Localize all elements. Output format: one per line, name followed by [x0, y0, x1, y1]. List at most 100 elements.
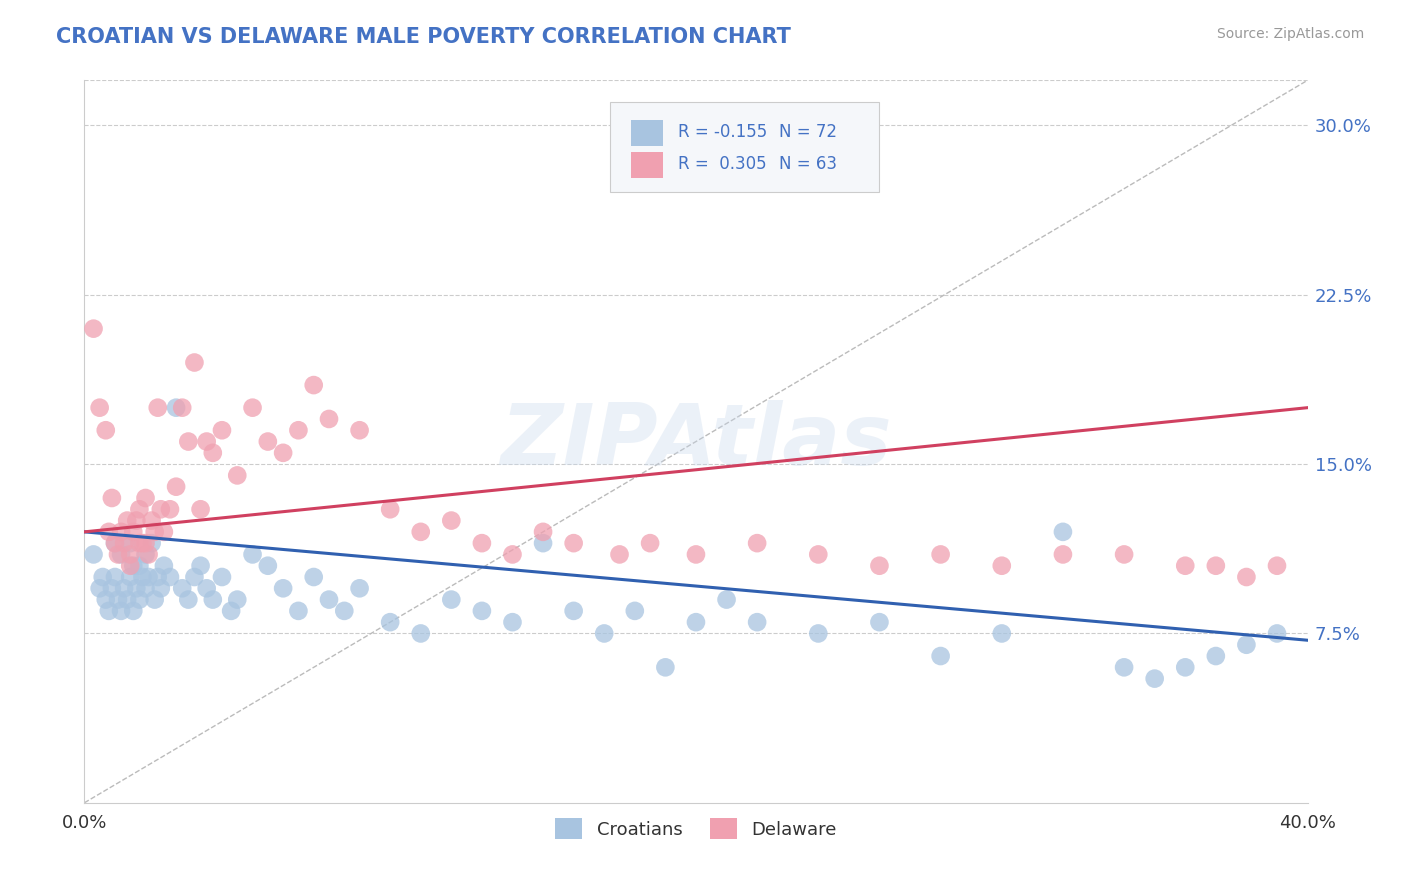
Point — [991, 558, 1014, 573]
Point — [195, 434, 218, 449]
Point — [685, 548, 707, 562]
Point — [287, 423, 309, 437]
Point — [122, 558, 145, 573]
Point — [380, 615, 402, 630]
Point — [609, 548, 631, 562]
Point — [107, 592, 129, 607]
Point — [172, 582, 194, 596]
Point — [128, 592, 150, 607]
Point — [257, 558, 280, 573]
Point — [929, 648, 952, 663]
Point — [110, 548, 132, 562]
Point — [747, 615, 769, 630]
FancyBboxPatch shape — [610, 102, 880, 193]
Point — [120, 558, 142, 573]
Point — [195, 582, 218, 596]
Point — [146, 570, 169, 584]
Point — [226, 592, 249, 607]
Point — [94, 423, 117, 437]
Point — [104, 536, 127, 550]
Point — [1143, 672, 1166, 686]
Point — [380, 502, 402, 516]
Point — [146, 401, 169, 415]
Point — [135, 548, 157, 562]
Point — [172, 401, 194, 415]
Point — [89, 401, 111, 415]
Point — [409, 626, 432, 640]
Point — [177, 434, 200, 449]
Point — [125, 514, 148, 528]
Point — [807, 626, 830, 640]
Point — [101, 582, 124, 596]
Legend: Croatians, Delaware: Croatians, Delaware — [547, 809, 845, 848]
Point — [349, 423, 371, 437]
Point — [1236, 638, 1258, 652]
Point — [1052, 524, 1074, 539]
Point — [122, 604, 145, 618]
Point — [165, 480, 187, 494]
Point — [83, 321, 105, 335]
Point — [131, 570, 153, 584]
Point — [94, 592, 117, 607]
Point — [807, 548, 830, 562]
Point — [153, 558, 176, 573]
Point — [318, 592, 340, 607]
Point — [141, 536, 163, 550]
Point — [531, 536, 554, 550]
Point — [747, 536, 769, 550]
Point — [271, 446, 294, 460]
Point — [201, 446, 224, 460]
Point — [440, 592, 463, 607]
Point — [562, 536, 585, 550]
Point — [153, 524, 176, 539]
Point — [128, 558, 150, 573]
Point — [112, 582, 135, 596]
Point — [1174, 660, 1197, 674]
Point — [112, 536, 135, 550]
Point — [120, 570, 142, 584]
Point — [135, 536, 157, 550]
Point — [1265, 558, 1288, 573]
Point — [531, 524, 554, 539]
Point — [219, 604, 242, 618]
Point — [638, 536, 661, 550]
Point — [1114, 548, 1136, 562]
Point — [302, 570, 325, 584]
Point — [716, 592, 738, 607]
Point — [562, 604, 585, 618]
Point — [1265, 626, 1288, 640]
Point — [110, 524, 132, 539]
Point — [201, 592, 224, 607]
Point — [257, 434, 280, 449]
Point — [115, 514, 138, 528]
Point — [242, 548, 264, 562]
Text: R =  0.305: R = 0.305 — [678, 155, 766, 173]
Point — [177, 592, 200, 607]
Point — [159, 502, 181, 516]
Point — [120, 536, 142, 550]
Point — [101, 491, 124, 505]
Point — [287, 604, 309, 618]
FancyBboxPatch shape — [631, 120, 664, 146]
Point — [1205, 648, 1227, 663]
Point — [104, 536, 127, 550]
Point — [409, 524, 432, 539]
Point — [97, 524, 120, 539]
Point — [165, 401, 187, 415]
Point — [869, 615, 891, 630]
Point — [1174, 558, 1197, 573]
FancyBboxPatch shape — [631, 152, 664, 178]
Point — [471, 604, 494, 618]
Point — [89, 582, 111, 596]
Point — [149, 502, 172, 516]
Point — [349, 582, 371, 596]
Point — [138, 548, 160, 562]
Point — [143, 592, 166, 607]
Point — [91, 570, 114, 584]
Point — [929, 548, 952, 562]
Point — [502, 548, 524, 562]
Point — [1236, 570, 1258, 584]
Point — [131, 536, 153, 550]
Point — [141, 514, 163, 528]
Point — [991, 626, 1014, 640]
